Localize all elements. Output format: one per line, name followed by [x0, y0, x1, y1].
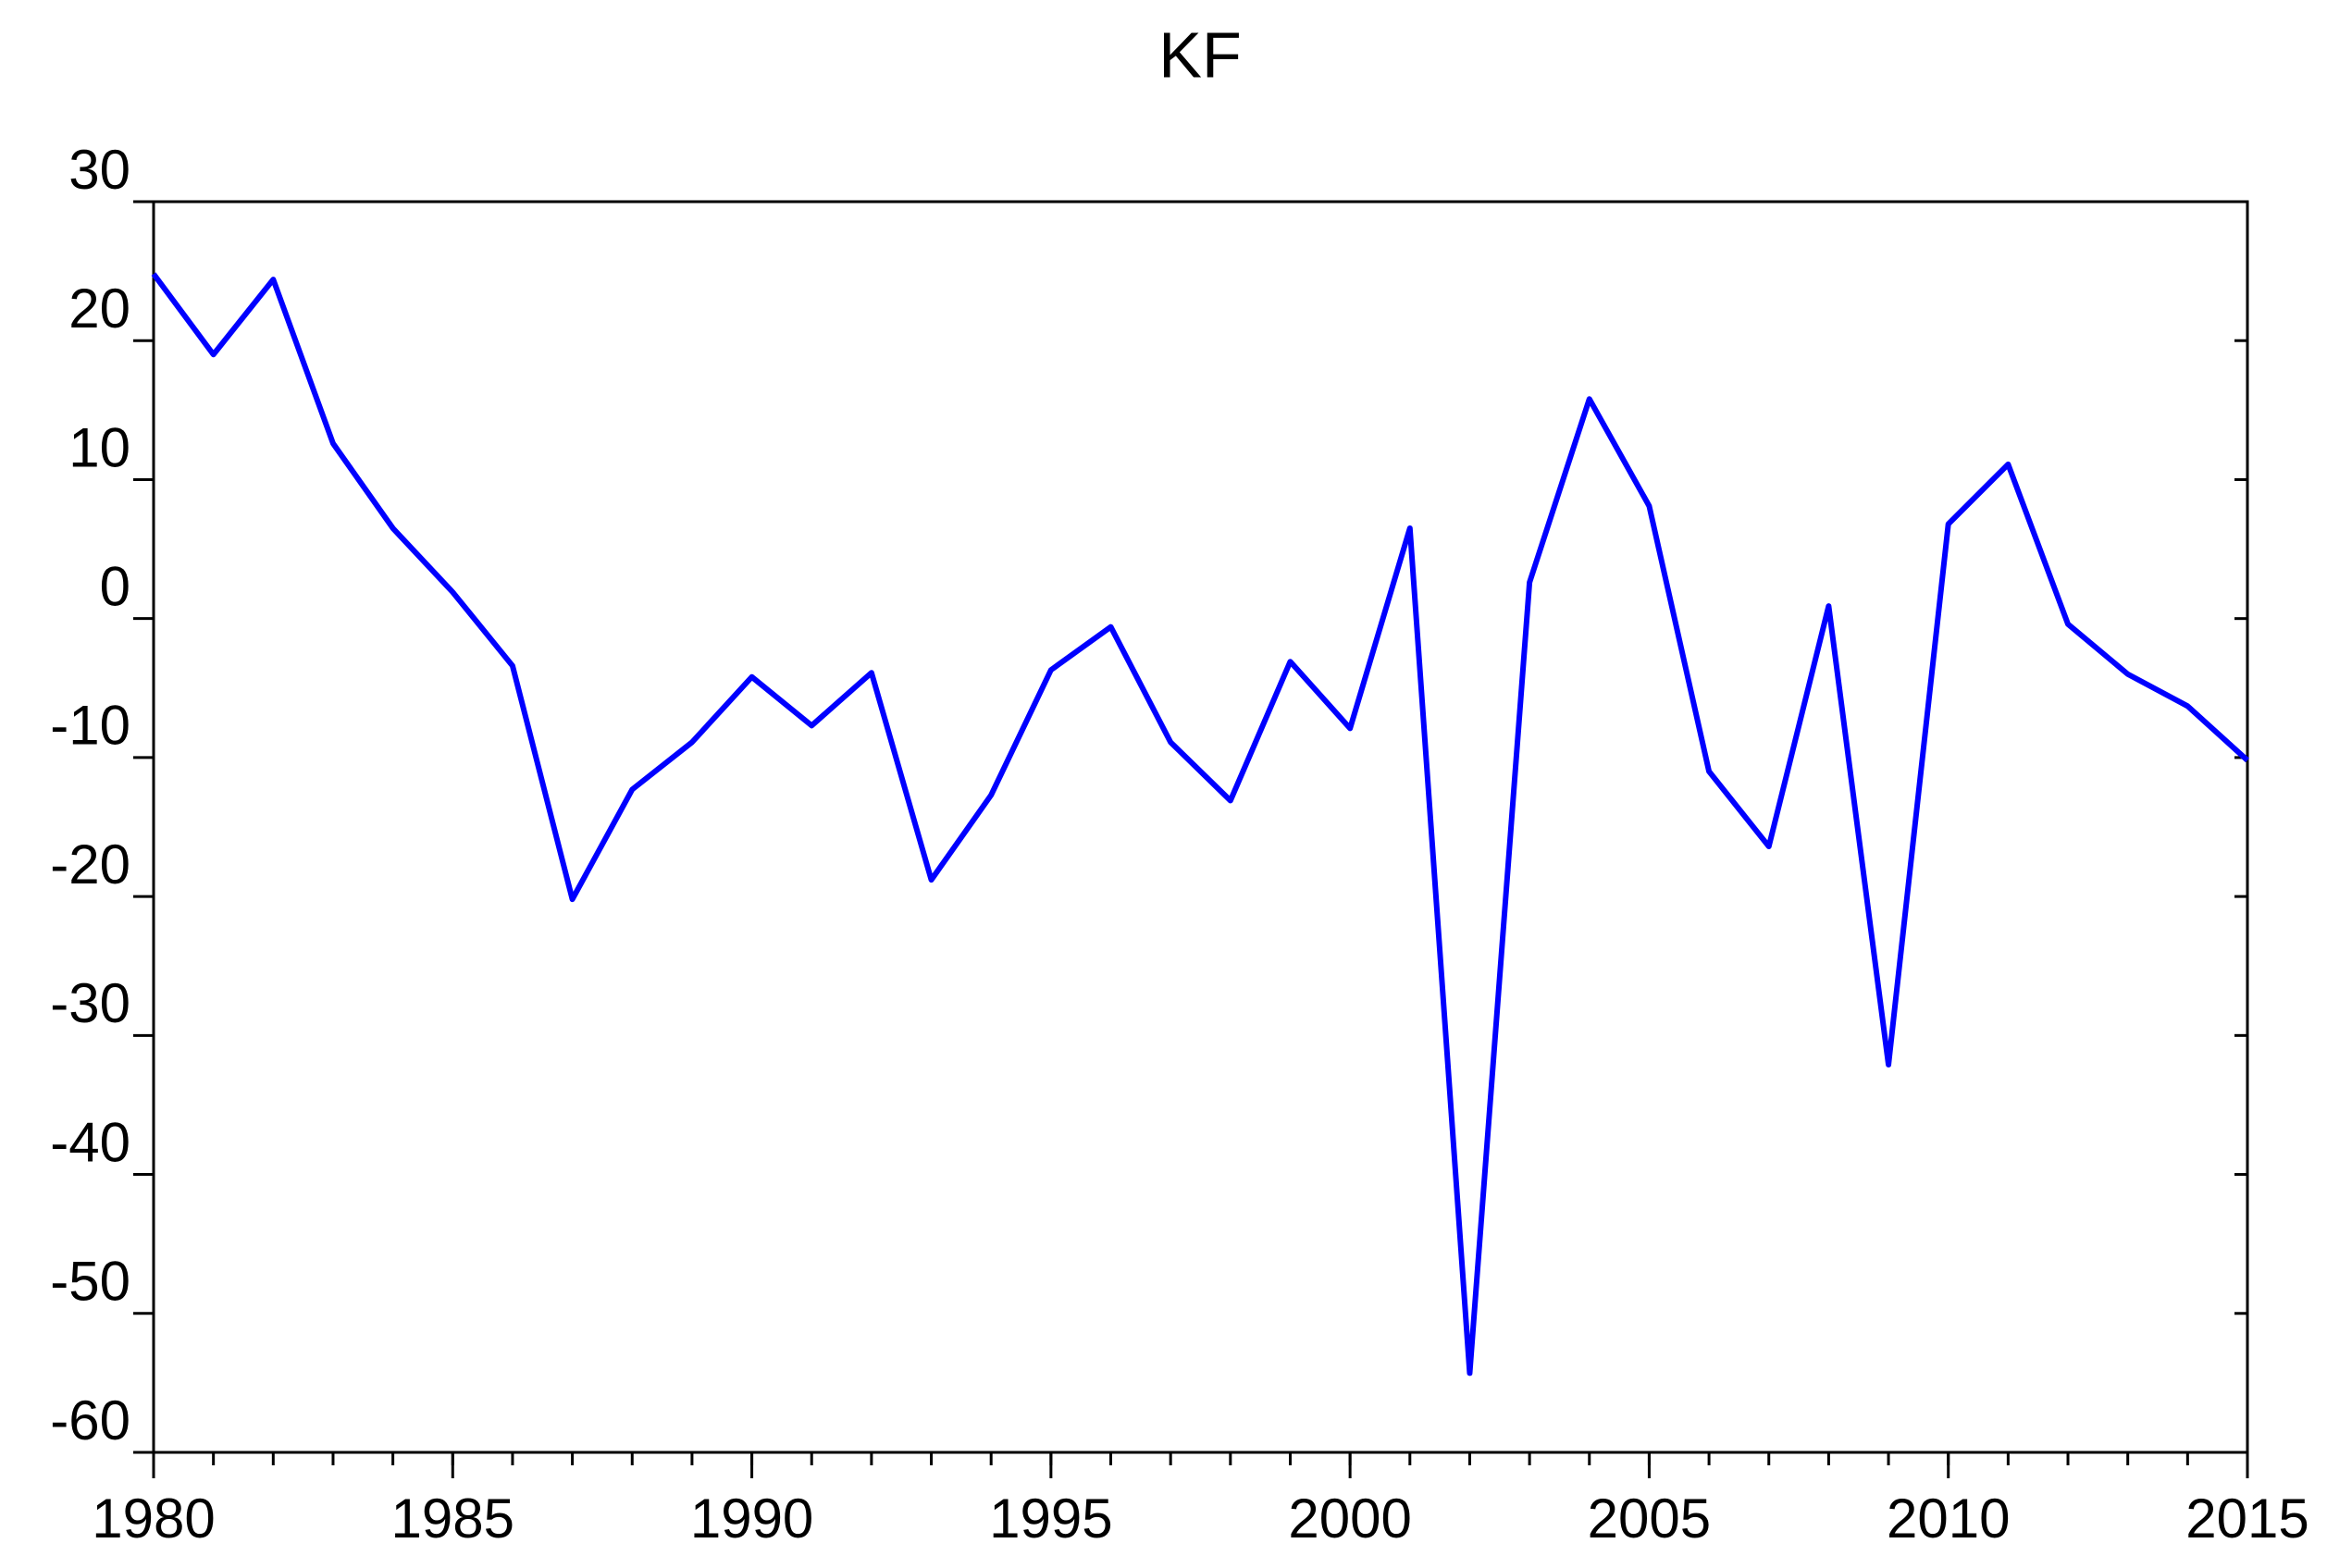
x-tick-label: 1990 [690, 1488, 813, 1549]
y-tick-label: -40 [50, 1111, 130, 1173]
x-tick-label: 2000 [1288, 1488, 1411, 1549]
y-tick-label: -50 [50, 1251, 130, 1313]
y-tick-label: -20 [50, 833, 130, 895]
y-tick-label: -10 [50, 695, 130, 757]
y-tick-label: 0 [100, 556, 130, 618]
y-tick-label: 30 [68, 139, 130, 201]
y-tick-label: 10 [68, 416, 130, 478]
x-tick-label: 1985 [391, 1488, 514, 1549]
data-line [151, 272, 2250, 1377]
x-tick-label: 2015 [2185, 1488, 2308, 1549]
plot-frame [152, 200, 2249, 1454]
chart-title: KF [1158, 19, 1241, 91]
y-tick-label: 20 [68, 278, 130, 340]
x-tick-label: 1995 [989, 1488, 1112, 1549]
y-tick-label: -30 [50, 972, 130, 1034]
x-tick-label: 1980 [92, 1488, 215, 1549]
y-tick-label: -60 [50, 1389, 130, 1451]
x-tick-label: 2005 [1588, 1488, 1711, 1549]
x-tick-label: 2010 [1887, 1488, 2010, 1549]
